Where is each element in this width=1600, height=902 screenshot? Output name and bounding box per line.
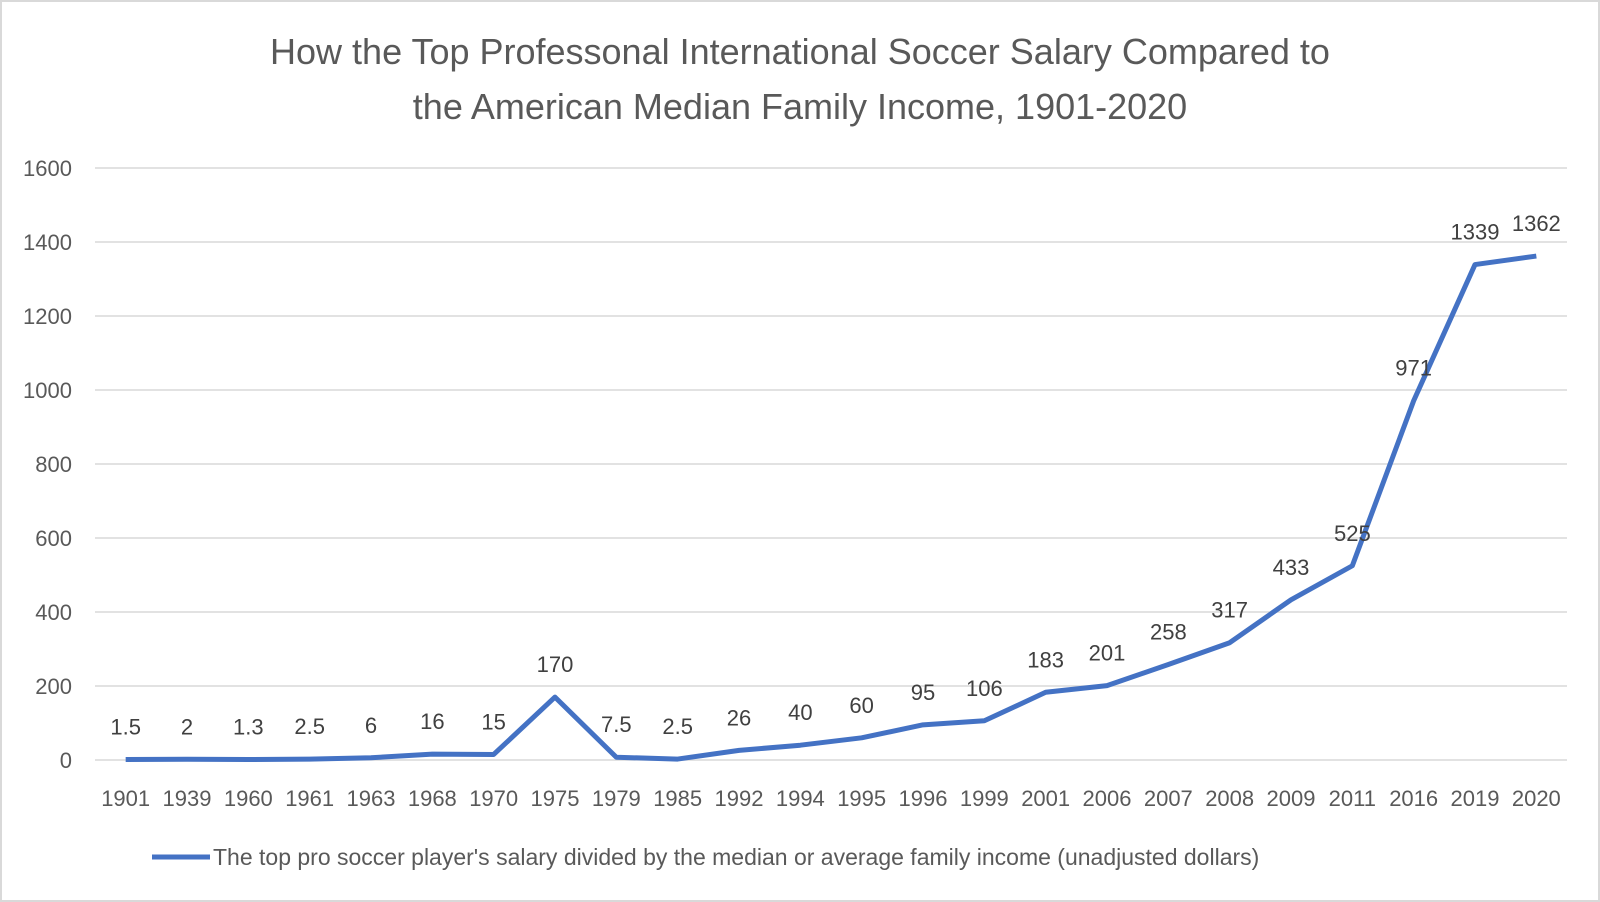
- data-label: 1362: [1512, 211, 1561, 236]
- legend: The top pro soccer player's salary divid…: [152, 844, 1259, 870]
- data-label: 95: [911, 680, 935, 705]
- y-tick-label: 1400: [23, 230, 72, 255]
- data-label: 170: [537, 652, 574, 677]
- x-tick-label: 2019: [1451, 786, 1500, 811]
- x-tick-label: 2006: [1083, 786, 1132, 811]
- y-tick-label: 600: [35, 526, 72, 551]
- x-tick-label: 1994: [776, 786, 825, 811]
- data-label: 26: [727, 705, 751, 730]
- data-label: 2.5: [662, 714, 693, 739]
- x-tick-label: 1961: [285, 786, 334, 811]
- data-label: 15: [481, 709, 505, 734]
- data-label: 201: [1089, 641, 1126, 666]
- data-label: 60: [849, 693, 873, 718]
- x-tick-label: 1975: [531, 786, 580, 811]
- y-tick-label: 200: [35, 674, 72, 699]
- series-line: [125, 253, 1537, 763]
- x-tick-label: 1996: [899, 786, 948, 811]
- x-tick-label: 2007: [1144, 786, 1193, 811]
- data-label: 16: [420, 709, 444, 734]
- data-label: 525: [1334, 521, 1371, 546]
- x-tick-label: 1979: [592, 786, 641, 811]
- chart-title-line-2: the American Median Family Income, 1901-…: [413, 86, 1187, 127]
- data-label: 1.5: [110, 714, 141, 739]
- x-tick-label: 1985: [653, 786, 702, 811]
- x-tick-label: 1968: [408, 786, 457, 811]
- y-tick-label: 400: [35, 600, 72, 625]
- x-tick-label: 2009: [1267, 786, 1316, 811]
- x-tick-label: 2011: [1329, 786, 1376, 811]
- x-tick-label: 1970: [469, 786, 518, 811]
- data-label: 258: [1150, 620, 1187, 645]
- x-tick-label: 1960: [224, 786, 273, 811]
- x-tick-label: 1999: [960, 786, 1009, 811]
- y-tick-label: 1600: [23, 156, 72, 181]
- data-label: 433: [1273, 555, 1310, 580]
- data-label: 7.5: [601, 712, 632, 737]
- x-tick-label: 1995: [837, 786, 886, 811]
- data-label: 2.5: [294, 714, 325, 739]
- data-label: 40: [788, 700, 812, 725]
- y-tick-label: 0: [60, 748, 72, 773]
- data-label: 1.3: [233, 715, 264, 740]
- x-tick-label: 2016: [1389, 786, 1438, 811]
- data-label: 971: [1395, 356, 1432, 381]
- x-tick-label: 1939: [163, 786, 212, 811]
- chart-title-line-1: How the Top Professonal International So…: [270, 31, 1330, 72]
- data-label: 317: [1211, 598, 1248, 623]
- y-tick-label: 800: [35, 452, 72, 477]
- x-tick-label: 2001: [1021, 786, 1070, 811]
- data-label: 106: [966, 676, 1003, 701]
- y-tick-label: 1200: [23, 304, 72, 329]
- y-tick-label: 1000: [23, 378, 72, 403]
- x-tick-label: 2008: [1205, 786, 1254, 811]
- data-label: 2: [181, 714, 193, 739]
- x-tick-label: 2020: [1512, 786, 1561, 811]
- data-label: 183: [1027, 647, 1064, 672]
- data-label: 1339: [1451, 220, 1500, 245]
- x-tick-label: 1963: [347, 786, 396, 811]
- legend-label: The top pro soccer player's salary divid…: [213, 844, 1259, 870]
- x-tick-label: 1901: [101, 786, 150, 811]
- x-tick-label: 1992: [715, 786, 764, 811]
- data-label: 6: [365, 713, 377, 738]
